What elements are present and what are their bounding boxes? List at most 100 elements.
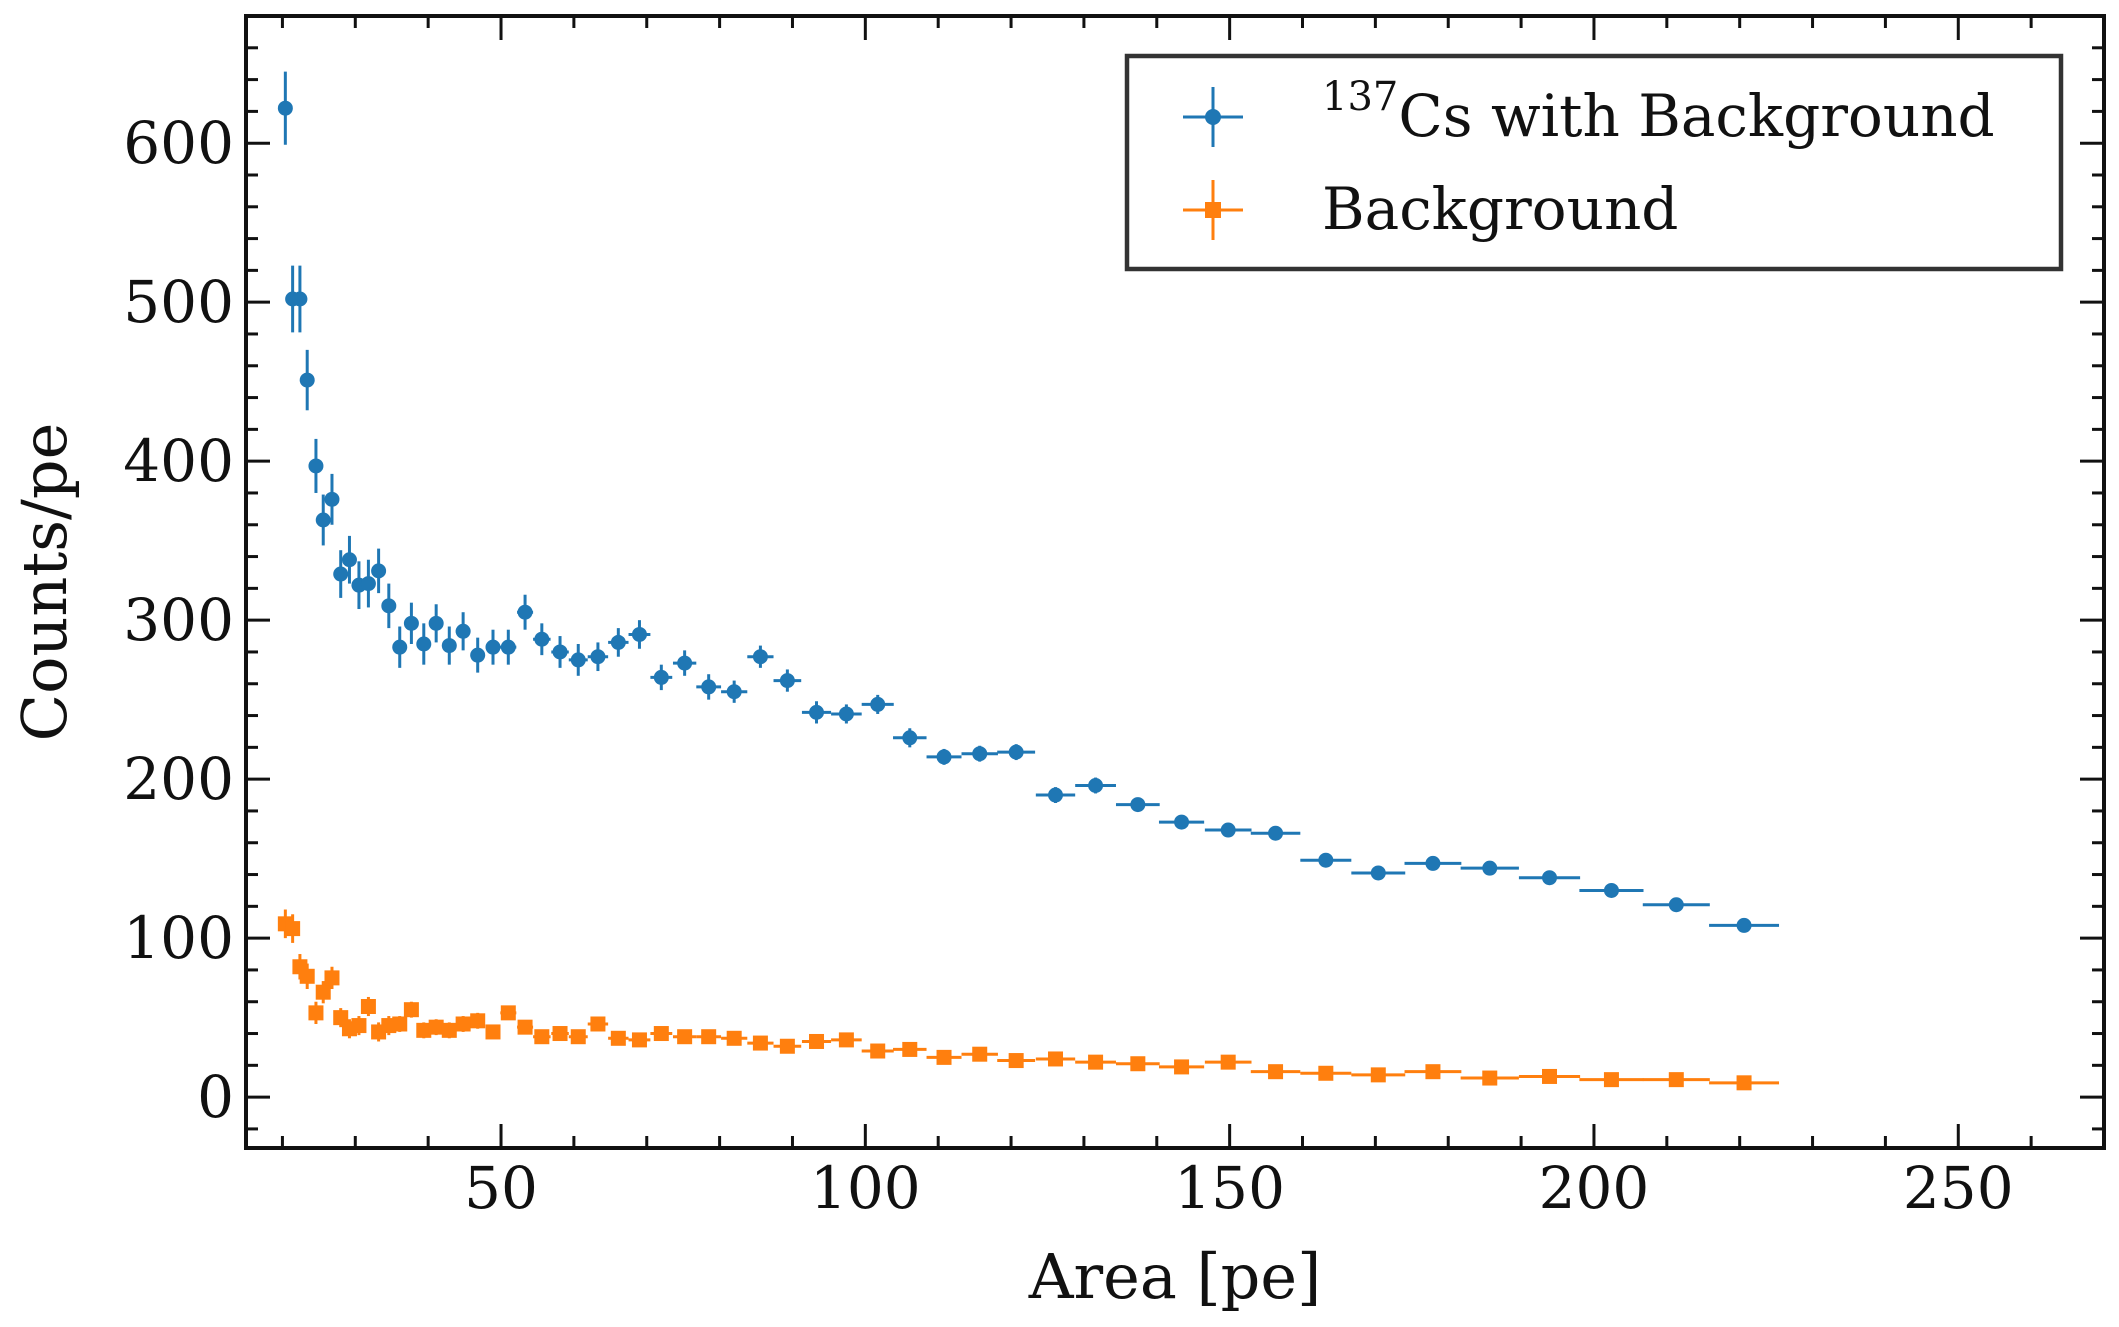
background-data-point [1008,1053,1024,1069]
cs-data-point [381,598,397,614]
background-data-point [936,1049,952,1065]
background-data-point [1668,1072,1684,1088]
background-data-point [610,1030,626,1046]
cs-data-point [570,652,586,668]
cs-data-point [1088,778,1104,794]
cs-data-point [610,634,626,650]
legend-label-cs: 137Cs with Background [1322,74,1995,150]
legend-label-cs-text: Cs with Background [1398,82,1994,150]
y-axis-label: Counts/pe [8,423,81,742]
cs-data-point [428,615,444,631]
background-data-point [360,999,376,1014]
background-data-point [455,1016,471,1032]
cs-data-point [333,566,349,582]
background-data-point [1174,1059,1190,1075]
background-data-point [838,1032,854,1048]
cs-data-point [1425,855,1441,871]
cs-data-point [470,647,486,663]
cs-data-point [292,291,308,307]
background-data-point [1220,1054,1236,1070]
cs-data-point [341,552,357,568]
cs-data-point [902,730,918,746]
cs-data-point [726,684,742,700]
cs-data-point [277,100,293,116]
legend-label-background: Background [1322,175,1678,243]
cs-data-point [441,638,457,654]
background-data-point [534,1029,550,1045]
cs-data-point [809,704,825,720]
background-data-point [972,1046,988,1062]
cs-data-point [1603,882,1619,898]
background-data-point [1318,1065,1334,1081]
cs-data-point [485,639,501,655]
cs-data-point [838,706,854,722]
background-data-point [517,1019,533,1035]
cs-data-point [299,372,315,388]
cs-data-point [1008,744,1024,760]
background-data-point [470,1013,486,1029]
cs-data-point [308,458,324,474]
background-data-point [1088,1054,1104,1070]
y-tick-label: 300 [123,586,234,654]
background-data-point [1736,1075,1752,1091]
background-data-point [500,1005,516,1021]
cs-data-point [534,631,550,647]
background-data-point [1542,1068,1558,1084]
cs-data-point [701,679,717,695]
background-data-point [631,1032,647,1048]
cs-data-point [752,649,768,665]
background-data-point [570,1029,586,1045]
data-points [277,100,1752,1091]
y-tick-label: 200 [123,745,234,813]
cs-data-point [403,615,419,631]
cs-data-point [936,749,952,765]
tick-labels: 50 100 150 200 250 0 100 200 300 400 500 600 [123,109,2013,1222]
background-data-point [392,1016,408,1032]
cs-data-point [552,644,568,660]
legend-box [1124,53,2064,272]
x-tick-label: 150 [1174,1154,1285,1222]
background-data-point [779,1038,795,1054]
y-tick-label: 100 [123,904,234,972]
cs-data-point [1482,860,1498,876]
cs-data-point [779,673,795,689]
cs-data-point [315,512,331,528]
background-data-point [416,1022,432,1038]
cs-data-point [1542,870,1558,886]
cs-data-point [455,623,471,639]
cs-data-point [972,746,988,762]
cs-data-point [677,655,693,671]
background-data-point [653,1026,669,1042]
cs-data-point [1370,865,1386,881]
cs-data-point [1268,825,1284,841]
background-data-point [485,1024,501,1040]
cs-data-point [416,636,432,652]
background-data-point [351,1018,367,1034]
cs-data-point [360,576,376,592]
cs-data-point [631,626,647,642]
x-tick-label: 250 [1903,1154,2014,1222]
x-axis-label: Area [pe] [1028,1240,1322,1313]
cs-data-point [1668,897,1684,913]
background-data-point [677,1029,693,1045]
background-data-point [1268,1064,1284,1080]
background-data-point [308,1005,324,1021]
background-data-point [324,970,340,986]
background-data-point [1603,1072,1619,1088]
legend: 137Cs with Background Background [1124,53,2064,272]
background-data-point [726,1030,742,1046]
cs-data-point [1736,917,1752,933]
background-data-point [1370,1067,1386,1083]
cs-data-point [1048,787,1064,803]
x-tick-label: 100 [810,1154,921,1222]
cs-data-point [653,669,669,685]
y-tick-label: 500 [123,268,234,336]
background-data-point [552,1026,568,1042]
background-data-point [701,1029,717,1045]
y-tick-label: 600 [123,109,234,177]
cs-data-point [371,563,387,579]
cs-data-point [1318,852,1334,868]
background-data-point [428,1019,444,1035]
cs-data-point [1220,822,1236,838]
x-tick-label: 200 [1539,1154,1650,1222]
